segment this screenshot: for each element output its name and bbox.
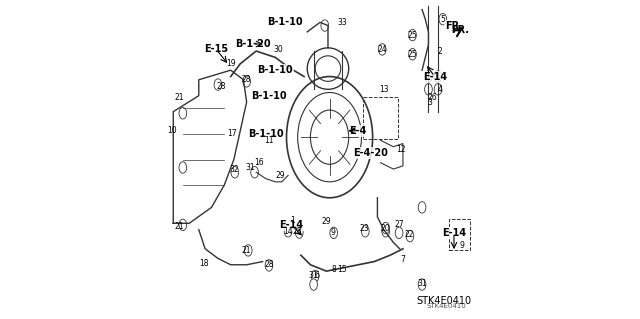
Ellipse shape xyxy=(214,79,221,90)
Ellipse shape xyxy=(406,230,414,242)
Ellipse shape xyxy=(312,270,319,282)
Text: FR.: FR. xyxy=(445,20,463,31)
Text: 12: 12 xyxy=(397,145,406,154)
Text: 26: 26 xyxy=(428,93,437,102)
Text: 21: 21 xyxy=(242,246,252,255)
Text: 8: 8 xyxy=(332,265,337,274)
Ellipse shape xyxy=(296,227,303,238)
Text: 21: 21 xyxy=(175,93,184,102)
Ellipse shape xyxy=(439,13,447,25)
Text: FR.: FR. xyxy=(451,26,468,36)
Text: 31: 31 xyxy=(245,163,255,172)
Text: 17: 17 xyxy=(227,130,237,138)
Text: 11: 11 xyxy=(264,136,274,145)
Ellipse shape xyxy=(382,222,390,234)
Text: 9: 9 xyxy=(330,228,335,237)
Text: 28: 28 xyxy=(216,82,226,91)
Text: 2: 2 xyxy=(437,47,442,56)
Ellipse shape xyxy=(231,167,239,178)
Ellipse shape xyxy=(310,279,317,290)
Ellipse shape xyxy=(244,245,252,256)
Ellipse shape xyxy=(265,260,273,271)
Ellipse shape xyxy=(243,76,250,87)
Text: 24: 24 xyxy=(378,45,387,54)
Ellipse shape xyxy=(179,162,187,173)
Text: B-1-20: B-1-20 xyxy=(235,39,271,49)
Ellipse shape xyxy=(409,48,417,60)
Text: 9: 9 xyxy=(460,241,465,250)
Text: 23: 23 xyxy=(360,224,369,233)
Text: STK4E0410: STK4E0410 xyxy=(426,303,466,309)
Ellipse shape xyxy=(251,167,259,178)
Text: 3: 3 xyxy=(428,98,433,107)
Text: 31: 31 xyxy=(309,271,319,280)
Text: 10: 10 xyxy=(167,126,177,135)
Ellipse shape xyxy=(321,20,328,31)
Text: 21: 21 xyxy=(175,222,184,231)
Text: 20: 20 xyxy=(381,224,390,233)
Text: 29: 29 xyxy=(275,171,285,180)
Text: 16: 16 xyxy=(255,158,264,167)
Ellipse shape xyxy=(284,226,292,237)
Text: B-1-10: B-1-10 xyxy=(267,17,303,27)
Ellipse shape xyxy=(179,108,187,119)
Text: 27: 27 xyxy=(395,220,404,229)
Ellipse shape xyxy=(424,71,432,82)
Text: 25: 25 xyxy=(408,31,417,40)
Ellipse shape xyxy=(409,29,417,41)
Ellipse shape xyxy=(362,226,369,237)
Ellipse shape xyxy=(179,219,187,231)
Ellipse shape xyxy=(378,44,386,55)
Text: E-14: E-14 xyxy=(423,71,447,82)
Text: 22: 22 xyxy=(404,230,414,239)
Text: 19: 19 xyxy=(226,59,236,68)
Text: 28: 28 xyxy=(264,260,274,269)
Ellipse shape xyxy=(419,202,426,213)
Text: 7: 7 xyxy=(401,256,405,264)
Text: 5: 5 xyxy=(440,15,445,24)
Text: B-1-10: B-1-10 xyxy=(257,65,293,75)
Text: B-1-10: B-1-10 xyxy=(251,91,287,101)
Ellipse shape xyxy=(424,84,432,95)
Ellipse shape xyxy=(396,227,403,239)
Text: 15: 15 xyxy=(337,265,347,274)
Ellipse shape xyxy=(419,279,426,290)
Ellipse shape xyxy=(330,227,337,239)
Text: STK4E0410: STK4E0410 xyxy=(417,296,472,307)
Text: E-14: E-14 xyxy=(279,220,303,230)
Text: B-1-10: B-1-10 xyxy=(248,129,284,139)
Ellipse shape xyxy=(434,71,442,82)
Text: 13: 13 xyxy=(379,85,388,94)
Text: 28: 28 xyxy=(293,227,303,236)
Text: 4: 4 xyxy=(437,85,442,94)
Ellipse shape xyxy=(434,84,442,95)
Text: 1: 1 xyxy=(291,216,295,225)
Text: E-4-20: E-4-20 xyxy=(354,148,388,158)
Text: 18: 18 xyxy=(199,259,208,268)
Ellipse shape xyxy=(382,226,390,237)
Text: 6: 6 xyxy=(314,271,319,280)
Text: 33: 33 xyxy=(337,18,348,27)
Text: 31: 31 xyxy=(417,279,427,288)
Text: E-4: E-4 xyxy=(349,126,367,136)
Text: 28: 28 xyxy=(242,75,252,84)
Text: E-14: E-14 xyxy=(442,228,466,238)
Text: 29: 29 xyxy=(321,217,331,226)
Text: 25: 25 xyxy=(408,50,417,59)
Text: 32: 32 xyxy=(229,165,239,174)
Text: 30: 30 xyxy=(274,45,284,54)
Text: E-15: E-15 xyxy=(204,44,228,55)
Text: 14: 14 xyxy=(284,227,293,236)
